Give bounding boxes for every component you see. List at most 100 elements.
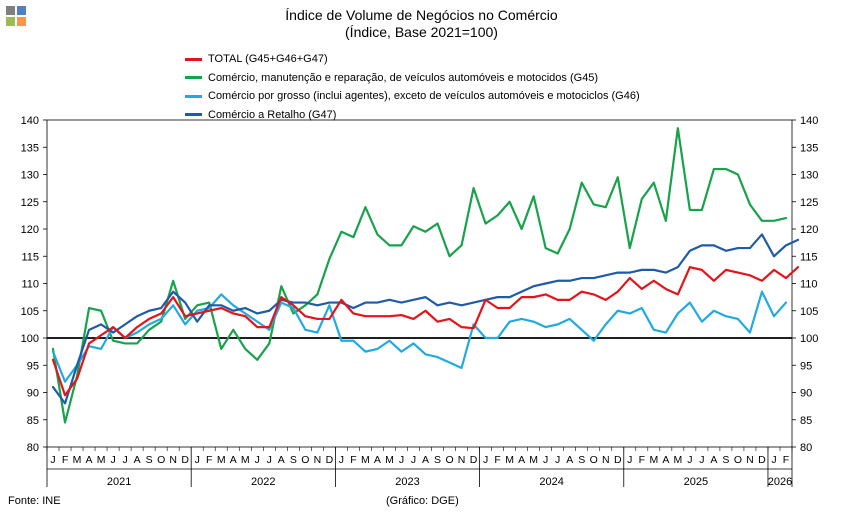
x-tick-label: J xyxy=(771,454,776,466)
x-tick-label: M xyxy=(673,454,682,466)
x-tick-label: S xyxy=(290,454,297,466)
y-tick-label-right: 120 xyxy=(800,224,818,236)
x-tick-label: A xyxy=(86,454,93,466)
x-tick-label: O xyxy=(445,454,453,466)
y-tick-label-right: 90 xyxy=(800,388,812,400)
x-tick-label: F xyxy=(206,454,212,466)
legend-swatch-g46 xyxy=(185,94,202,98)
y-tick-label-right: 135 xyxy=(800,142,818,154)
x-tick-label: F xyxy=(62,454,68,466)
x-tick-label: D xyxy=(758,454,766,466)
x-tick-label: S xyxy=(578,454,585,466)
x-tick-label: A xyxy=(662,454,669,466)
x-tick-label: J xyxy=(627,454,632,466)
x-tick-label: J xyxy=(543,454,548,466)
y-tick-label-right: 130 xyxy=(800,170,818,182)
series-line-g46 xyxy=(51,290,788,383)
x-tick-label: J xyxy=(411,454,416,466)
x-tick-label: N xyxy=(169,454,177,466)
x-tick-label: M xyxy=(73,454,82,466)
year-label: 2026 xyxy=(768,476,792,488)
x-tick-label: M xyxy=(361,454,370,466)
x-tick-label: M xyxy=(217,454,226,466)
x-tick-label: F xyxy=(494,454,500,466)
x-tick-label: A xyxy=(566,454,573,466)
plot-frame xyxy=(46,119,793,448)
y-tick-label-right: 95 xyxy=(800,360,812,372)
x-tick-label: O xyxy=(301,454,309,466)
y-tick-label-left: 105 xyxy=(21,306,39,318)
year-label: 2022 xyxy=(251,476,275,488)
y-tick-label-left: 130 xyxy=(21,170,39,182)
x-tick-label: N xyxy=(602,454,610,466)
x-tick-label: J xyxy=(50,454,55,466)
y-tick-label-left: 80 xyxy=(27,442,39,454)
x-tick-label: M xyxy=(529,454,538,466)
legend-label-g45: Comércio, manutenção e reparação, de veí… xyxy=(208,71,599,84)
y-tick-label-left: 140 xyxy=(21,115,39,127)
x-tick-label: M xyxy=(241,454,250,466)
y-tick-label-left: 110 xyxy=(21,279,39,291)
x-tick-label: F xyxy=(639,454,645,466)
y-tick-label-left: 95 xyxy=(27,360,39,372)
y-tick-label-right: 85 xyxy=(800,415,812,427)
legend-label-g46: Comércio por grosso (inclui agentes), ex… xyxy=(208,90,640,103)
x-tick-label: A xyxy=(518,454,525,466)
x-tick-label: J xyxy=(195,454,200,466)
legend-item-g46: Comércio por grosso (inclui agentes), ex… xyxy=(185,87,640,106)
x-tick-label: N xyxy=(746,454,754,466)
x-tick-label: S xyxy=(146,454,153,466)
legend-item-g45: Comércio, manutenção e reparação, de veí… xyxy=(185,69,640,88)
x-tick-label: J xyxy=(555,454,560,466)
legend-swatch-g45 xyxy=(185,76,202,80)
legend-item-g47: Comércio a Retalho (G47) xyxy=(185,106,640,125)
source-note: Fonte: INE xyxy=(8,495,61,507)
x-tick-label: D xyxy=(181,454,189,466)
x-tick-label: J xyxy=(699,454,704,466)
y-tick-label-right: 110 xyxy=(800,279,818,291)
legend-label-total: TOTAL (G45+G46+G47) xyxy=(208,53,328,66)
x-tick-label: A xyxy=(278,454,285,466)
x-tick-label: J xyxy=(399,454,404,466)
x-tick-label: M xyxy=(505,454,514,466)
x-tick-label: J xyxy=(255,454,260,466)
x-tick-label: O xyxy=(734,454,742,466)
x-tick-label: M xyxy=(97,454,106,466)
x-tick-label: A xyxy=(374,454,381,466)
x-tick-label: J xyxy=(122,454,127,466)
y-tick-label-left: 115 xyxy=(21,251,39,263)
x-tick-label: J xyxy=(267,454,272,466)
x-tick-label: N xyxy=(314,454,322,466)
y-tick-label-left: 85 xyxy=(27,415,39,427)
y-tick-label-right: 125 xyxy=(800,197,818,209)
year-label: 2024 xyxy=(539,476,563,488)
series-line-total xyxy=(51,266,800,397)
x-tick-label: D xyxy=(470,454,478,466)
legend-swatch-total xyxy=(185,57,202,61)
y-tick-label-right: 100 xyxy=(800,333,818,345)
series-line-g45 xyxy=(51,127,788,424)
chart-credit: (Gráfico: DGE) xyxy=(386,495,459,507)
year-label: 2023 xyxy=(395,476,419,488)
y-tick-label-left: 120 xyxy=(21,224,39,236)
y-tick-label-left: 135 xyxy=(21,142,39,154)
chart-title: Índice de Volume de Negócios no Comércio xyxy=(285,7,558,23)
x-tick-label: J xyxy=(687,454,692,466)
x-tick-label: M xyxy=(385,454,394,466)
x-tick-label: A xyxy=(230,454,237,466)
year-label: 2021 xyxy=(107,476,131,488)
x-tick-label: A xyxy=(710,454,717,466)
x-tick-label: A xyxy=(422,454,429,466)
legend-item-total: TOTAL (G45+G46+G47) xyxy=(185,50,640,69)
x-tick-label: J xyxy=(110,454,115,466)
ine-logo-icon xyxy=(6,6,26,26)
year-label: 2025 xyxy=(684,476,708,488)
x-tick-label: A xyxy=(134,454,141,466)
x-tick-label: M xyxy=(649,454,658,466)
y-tick-label-left: 100 xyxy=(21,333,39,345)
x-tick-label: N xyxy=(458,454,466,466)
y-tick-label-right: 105 xyxy=(800,306,818,318)
x-tick-label: O xyxy=(590,454,598,466)
y-tick-label-left: 90 xyxy=(27,388,39,400)
